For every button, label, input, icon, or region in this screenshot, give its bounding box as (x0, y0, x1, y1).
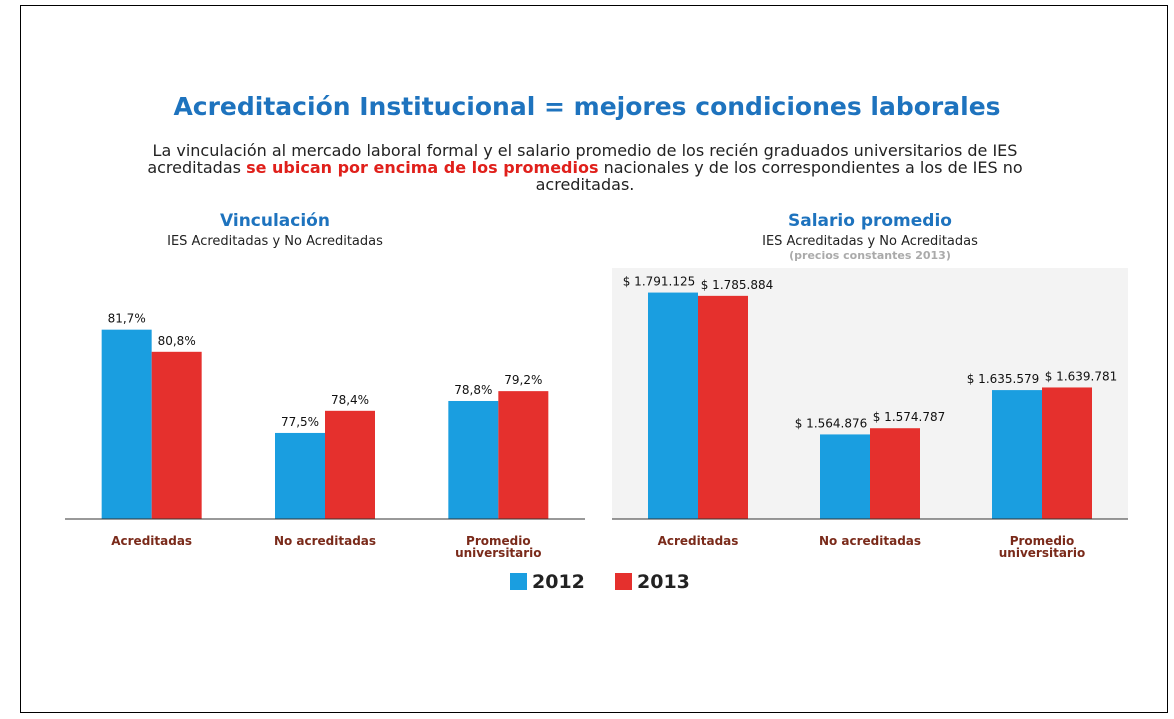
x-tick-label: Acreditadas (657, 534, 739, 548)
data-label: $ 1.635.579 (967, 372, 1040, 386)
data-label: 81,7% (108, 312, 146, 326)
data-label: 78,4% (331, 393, 369, 407)
x-tick-label: Promedio universitario (998, 534, 1086, 560)
x-tick-label: No acreditadas (273, 534, 377, 548)
data-label: $ 1.791.125 (623, 275, 696, 289)
bar (1042, 387, 1092, 519)
page-title: Acreditación Institucional = mejores con… (173, 92, 1001, 121)
data-label: $ 1.564.876 (795, 416, 868, 430)
legend-swatch (510, 573, 527, 590)
frame (20, 5, 1168, 713)
data-label: $ 1.785.884 (701, 278, 774, 292)
desc-text: nacionales y de los correspondientes a l… (535, 158, 1023, 194)
bar (698, 295, 748, 519)
bar (151, 351, 202, 519)
bar (448, 400, 499, 519)
chart-note: (precios constantes 2013) (789, 249, 951, 262)
x-tick-label: No acreditadas (818, 534, 922, 548)
chart-title: Vinculación (220, 211, 330, 231)
bar (101, 329, 152, 519)
data-label: 80,8% (158, 334, 196, 348)
legend-label: 2013 (637, 571, 690, 593)
legend-swatch (615, 573, 632, 590)
data-label: $ 1.639.781 (1045, 369, 1118, 383)
bar (275, 432, 325, 519)
chart-subtitle: IES Acreditadas y No Acreditadas (167, 234, 383, 249)
legend-label: 2012 (532, 571, 585, 593)
desc-highlight: se ubican por encima de los promedios (246, 158, 599, 177)
data-label: 79,2% (504, 373, 542, 387)
data-label: 78,8% (454, 383, 492, 397)
chart-subtitle: IES Acreditadas y No Acreditadas (762, 234, 978, 249)
bar (498, 391, 549, 519)
chart-title: Salario promedio (788, 211, 952, 231)
x-tick-label: Acreditadas (111, 534, 193, 548)
bar (325, 410, 375, 519)
data-label: 77,5% (281, 415, 319, 429)
desc-text: La vinculación al mercado laboral formal… (147, 141, 1018, 177)
bar (992, 390, 1042, 519)
bar (648, 292, 698, 519)
bar (870, 428, 920, 519)
description: La vinculación al mercado laboral formal… (125, 142, 1045, 193)
x-tick-label: Promedio universitario (455, 534, 542, 560)
bar (820, 434, 870, 519)
data-label: $ 1.574.787 (873, 410, 946, 424)
